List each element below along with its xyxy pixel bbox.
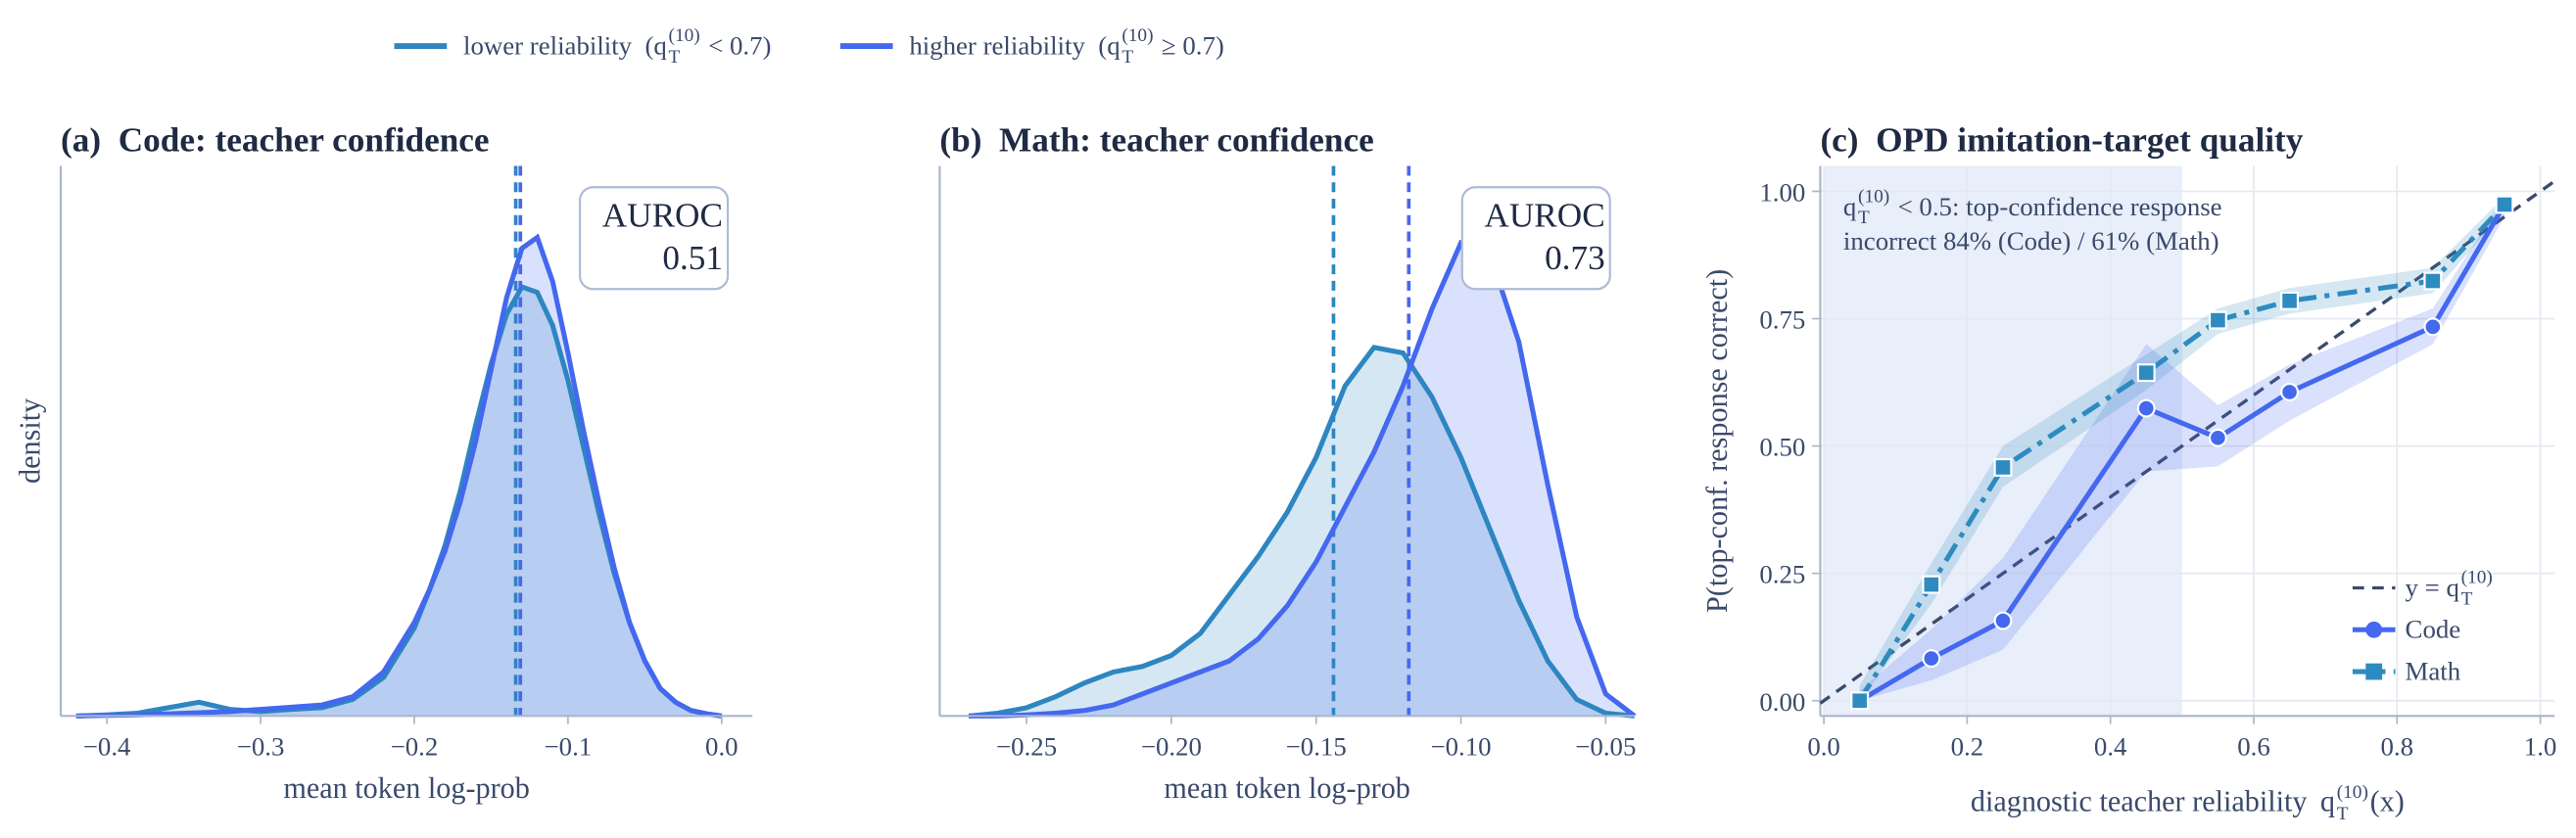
marker	[2280, 382, 2300, 401]
legend-label-part: < 0.7)	[701, 30, 771, 60]
marker	[1993, 457, 2013, 477]
legend-label-part: y = q	[2406, 573, 2459, 602]
legend-label-part: (q	[645, 30, 667, 60]
marker	[2423, 317, 2443, 337]
legend-label-part: (q	[1098, 30, 1120, 60]
x-tick-label: −0.15	[1286, 732, 1347, 762]
density-fill	[968, 243, 1635, 717]
legend-label-part: higher reliability	[909, 30, 1085, 60]
annotation-part: < 0.5: top-confidence response	[1891, 192, 2222, 221]
x-axis-label-part: q	[2320, 785, 2335, 818]
series-line	[1858, 203, 2507, 703]
panel-title: (b) Math: teacher confidence	[939, 120, 1373, 159]
x-tick-label: −0.4	[83, 732, 131, 762]
legend-label-part: (10)	[669, 25, 700, 46]
x-tick-label: −0.05	[1575, 732, 1636, 762]
marker	[2136, 398, 2156, 418]
marker	[2423, 271, 2443, 291]
legend-label: Math	[2406, 656, 2461, 685]
marker	[1993, 611, 2013, 630]
marker	[1922, 649, 1941, 669]
y-axis-label: P(top-conf. response correct)	[1700, 269, 1734, 613]
reference-line	[1819, 179, 2556, 705]
legend-label-part: T	[2461, 588, 2473, 609]
series-line	[1857, 203, 2506, 703]
panel-title: (a) Code: teacher confidence	[61, 120, 490, 159]
annotation-part: T	[1858, 208, 1870, 228]
legend-label-part: T	[669, 47, 681, 68]
x-tick-label: −0.1	[545, 732, 593, 762]
y-tick-label: 0.00	[1759, 687, 1805, 717]
annotation: incorrect 84% (Code) / 61% (Math)	[1843, 226, 2219, 256]
y-tick-label: 1.00	[1759, 178, 1805, 208]
y-tick-label: 0.75	[1759, 305, 1805, 335]
x-axis-label: diagnostic teacher reliability q T(10) (x)	[1971, 782, 2405, 824]
auroc-text: 0.51	[662, 239, 723, 277]
density-fill	[968, 347, 1635, 717]
x-tick-label: −0.3	[237, 732, 285, 762]
x-tick-label: 0.6	[2237, 732, 2270, 762]
x-axis-label-part: (10)	[2337, 782, 2368, 803]
legend-label-part: (10)	[1121, 25, 1153, 46]
auroc-box	[1460, 186, 1611, 291]
annotation-part: q	[1843, 192, 1856, 221]
legend-marker	[2365, 663, 2383, 680]
marker	[2208, 310, 2227, 330]
x-axis-label: mean token log-prob	[1164, 771, 1410, 805]
legend-label: y = q T(10)	[2406, 567, 2493, 609]
x-tick-label: −0.25	[996, 732, 1057, 762]
legend-label: higher reliability (q T(10) ≥ 0.7)	[909, 25, 1223, 68]
density-fill	[75, 287, 722, 717]
x-axis-label-part: T	[2337, 804, 2349, 824]
x-axis-label: mean token log-prob	[283, 771, 530, 805]
legend-label: lower reliability (q T(10) < 0.7)	[463, 25, 771, 68]
x-axis-label-part: diagnostic teacher reliability	[1971, 785, 2308, 818]
y-tick-label: 0.50	[1759, 433, 1805, 462]
marker	[1922, 575, 1941, 594]
marker	[2208, 428, 2227, 447]
x-tick-label: 0.8	[2380, 732, 2413, 762]
density-line	[968, 345, 1636, 719]
legend-label-part: lower reliability	[463, 30, 633, 60]
auroc-text: AUROC	[1484, 197, 1604, 235]
legend-label: Code	[2406, 615, 2461, 644]
x-tick-label: −0.2	[391, 732, 439, 762]
marker	[2280, 291, 2300, 310]
x-tick-label: 1.0	[2524, 732, 2557, 762]
x-tick-label: −0.10	[1430, 732, 1491, 762]
legend-label-part: (10)	[2461, 567, 2493, 587]
x-tick-label: 0.4	[2094, 732, 2127, 762]
legend-label-part: T	[1121, 47, 1133, 68]
legend-marker	[2365, 621, 2383, 638]
auroc-text: AUROC	[602, 197, 723, 235]
x-tick-label: 0.0	[705, 732, 739, 762]
auroc-box	[578, 186, 730, 291]
marker	[1850, 691, 1870, 711]
x-axis-label-part: (x)	[2370, 785, 2405, 818]
panel-title: (c) OPD imitation-target quality	[1820, 120, 2303, 159]
auroc-text: 0.73	[1545, 239, 1605, 277]
y-axis-label: density	[13, 398, 46, 484]
y-tick-label: 0.25	[1759, 560, 1805, 589]
legend-label-part: ≥ 0.7)	[1155, 30, 1224, 60]
confidence-band	[1859, 196, 2504, 701]
density-line	[75, 233, 723, 719]
x-tick-label: 0.0	[1807, 732, 1840, 762]
marker	[2136, 363, 2156, 383]
x-tick-label: −0.20	[1141, 732, 1202, 762]
density-line	[968, 239, 1637, 719]
annotation: q T(10) < 0.5: top-confidence response	[1843, 186, 2222, 228]
marker	[2495, 195, 2514, 214]
x-tick-label: 0.2	[1951, 732, 1984, 762]
annotation-part: (10)	[1858, 186, 1889, 207]
